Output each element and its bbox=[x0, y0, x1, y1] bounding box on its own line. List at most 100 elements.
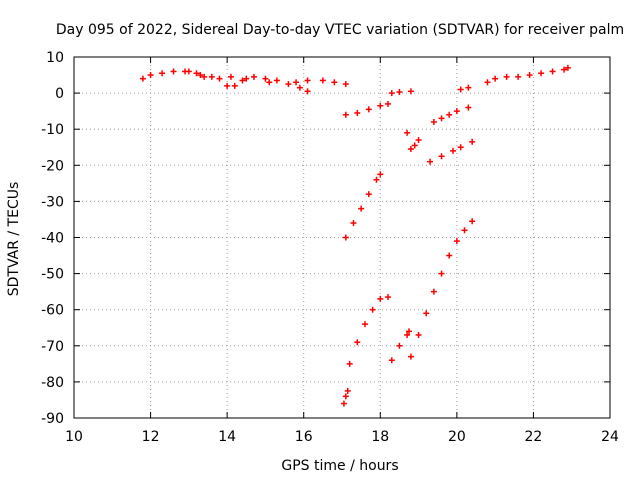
data-point bbox=[331, 79, 338, 86]
y-axis: 10 0 -10 -20 -30 -40 -50 -60 -70 -80 -90 bbox=[41, 50, 610, 427]
data-point bbox=[208, 73, 215, 80]
data-point bbox=[461, 227, 468, 234]
data-point bbox=[201, 73, 208, 80]
data-point bbox=[193, 70, 200, 77]
data-point bbox=[457, 86, 464, 93]
data-point bbox=[293, 79, 300, 86]
y-tick-label: -90 bbox=[41, 411, 64, 427]
data-point bbox=[354, 339, 361, 346]
data-point bbox=[319, 77, 326, 84]
data-point bbox=[484, 79, 491, 86]
data-point bbox=[354, 109, 361, 116]
data-point bbox=[262, 75, 269, 82]
data-point bbox=[438, 153, 445, 160]
data-point bbox=[453, 238, 460, 245]
data-point bbox=[503, 73, 510, 80]
data-point bbox=[407, 146, 414, 153]
data-point bbox=[404, 129, 411, 136]
x-tick-label: 18 bbox=[371, 429, 389, 445]
data-point bbox=[373, 176, 380, 183]
data-point bbox=[216, 75, 223, 82]
data-point bbox=[515, 73, 522, 80]
data-point bbox=[377, 295, 384, 302]
data-point bbox=[384, 100, 391, 107]
data-point bbox=[438, 115, 445, 122]
data-point bbox=[446, 252, 453, 259]
x-tick-label: 20 bbox=[448, 429, 466, 445]
data-point bbox=[453, 108, 460, 115]
data-point bbox=[227, 73, 234, 80]
x-axis-label: GPS time / hours bbox=[281, 458, 398, 474]
data-point bbox=[430, 118, 437, 125]
data-point bbox=[170, 68, 177, 75]
data-point bbox=[243, 75, 250, 82]
y-tick-label: -60 bbox=[41, 303, 64, 319]
data-point bbox=[446, 111, 453, 118]
y-tick-label: -30 bbox=[41, 194, 64, 210]
data-point bbox=[361, 321, 368, 328]
data-point bbox=[250, 73, 257, 80]
data-point bbox=[346, 360, 353, 367]
data-point bbox=[239, 77, 246, 84]
data-point bbox=[388, 90, 395, 97]
data-point bbox=[388, 357, 395, 364]
data-point bbox=[407, 353, 414, 360]
data-point bbox=[469, 138, 476, 145]
grid-lines bbox=[74, 57, 610, 418]
data-point bbox=[365, 191, 372, 198]
chart-title: Day 095 of 2022, Sidereal Day-to-day VTE… bbox=[56, 22, 624, 38]
data-point bbox=[185, 68, 192, 75]
data-point bbox=[342, 393, 349, 400]
data-point bbox=[450, 147, 457, 154]
data-point bbox=[407, 88, 414, 95]
data-point bbox=[457, 144, 464, 151]
data-point bbox=[384, 294, 391, 301]
data-point bbox=[273, 77, 280, 84]
data-point bbox=[377, 102, 384, 109]
data-point bbox=[342, 81, 349, 88]
data-point bbox=[350, 220, 357, 227]
data-point bbox=[369, 306, 376, 313]
data-point bbox=[469, 218, 476, 225]
y-tick-label: 10 bbox=[46, 50, 64, 66]
data-point bbox=[197, 72, 204, 79]
data-point bbox=[564, 64, 571, 71]
data-point bbox=[465, 84, 472, 91]
x-axis: 10 12 14 16 18 20 22 24 bbox=[65, 57, 619, 445]
data-point bbox=[266, 79, 273, 86]
data-point bbox=[415, 331, 422, 338]
data-point bbox=[438, 270, 445, 277]
data-point bbox=[561, 66, 568, 73]
data-point bbox=[549, 68, 556, 75]
data-point bbox=[304, 77, 311, 84]
x-tick-label: 22 bbox=[525, 429, 543, 445]
data-point bbox=[344, 387, 351, 394]
data-point bbox=[340, 400, 347, 407]
data-point bbox=[427, 158, 434, 165]
data-point bbox=[342, 111, 349, 118]
data-point bbox=[224, 82, 231, 89]
x-tick-label: 24 bbox=[601, 429, 619, 445]
x-tick-label: 12 bbox=[142, 429, 160, 445]
data-point bbox=[415, 137, 422, 144]
data-point bbox=[406, 328, 412, 335]
data-points bbox=[139, 64, 571, 407]
y-tick-label: -50 bbox=[41, 267, 64, 283]
data-point bbox=[404, 331, 411, 338]
data-point bbox=[526, 72, 533, 79]
y-tick-label: -70 bbox=[41, 339, 64, 355]
data-point bbox=[538, 70, 545, 77]
data-point bbox=[231, 82, 238, 89]
data-point bbox=[411, 142, 418, 149]
data-point bbox=[492, 75, 499, 82]
data-point bbox=[365, 106, 372, 113]
y-tick-label: -40 bbox=[41, 231, 64, 247]
data-point bbox=[342, 234, 349, 241]
data-point bbox=[304, 88, 311, 95]
data-point bbox=[358, 205, 365, 212]
data-point bbox=[139, 75, 146, 82]
y-tick-label: -20 bbox=[41, 158, 64, 174]
x-tick-label: 14 bbox=[218, 429, 236, 445]
y-tick-label: -10 bbox=[41, 122, 64, 138]
